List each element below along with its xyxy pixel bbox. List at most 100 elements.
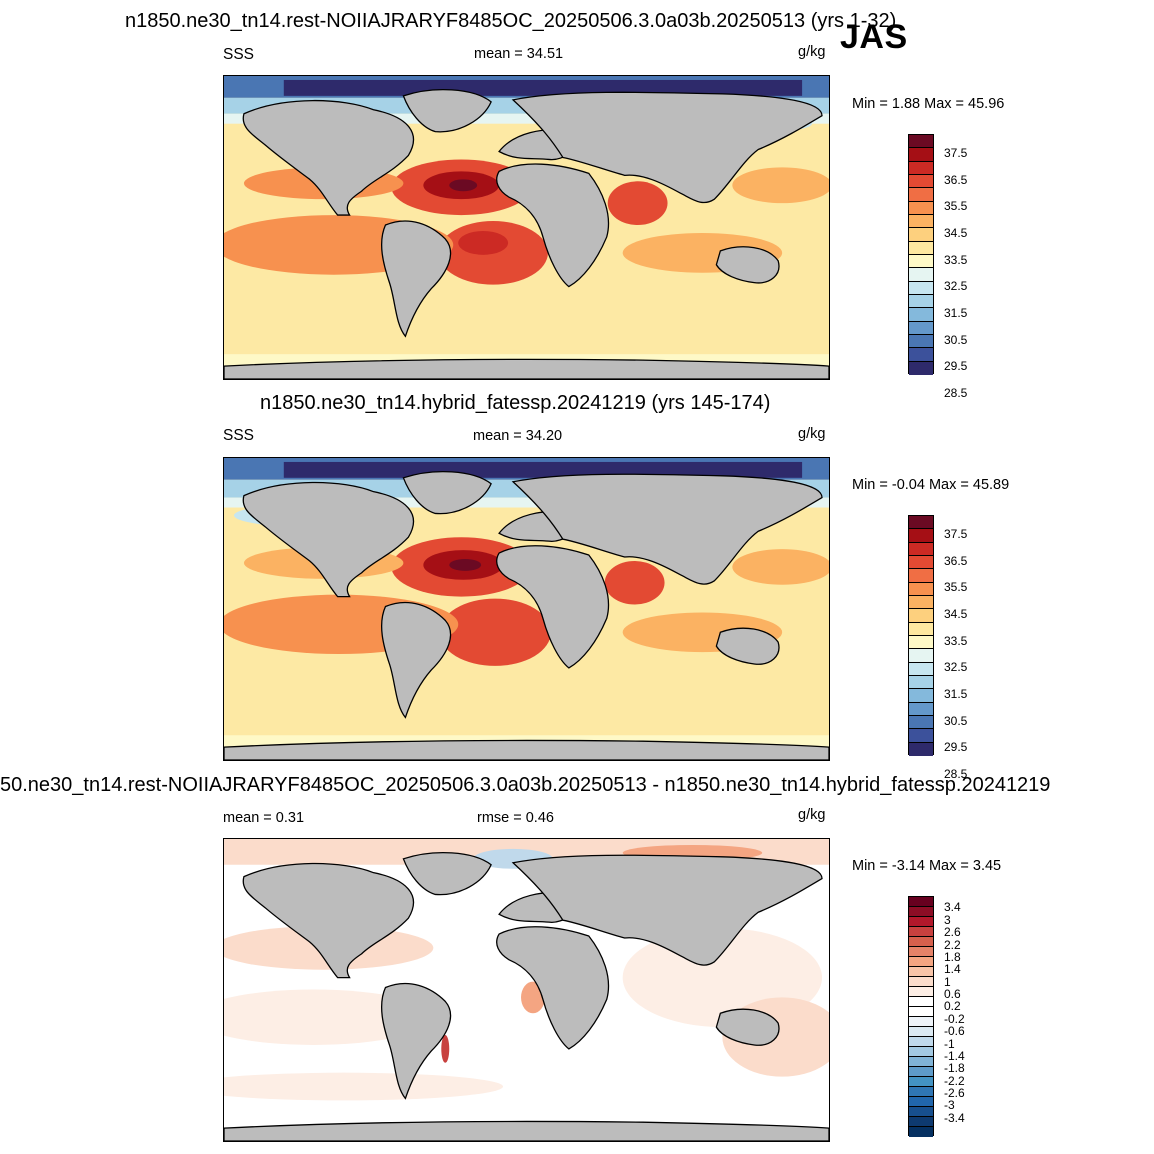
panel-2-minmax-label: Min = -0.04 Max = 45.89 [852, 477, 1010, 493]
colorbar-box [909, 1107, 933, 1117]
colorbar-tick-label: 33.5 [944, 252, 968, 267]
colorbar-box [909, 1087, 933, 1097]
colorbar-box [909, 569, 933, 583]
panel-1-colorbar [908, 134, 934, 375]
panel-1-units-label: g/kg [798, 44, 826, 60]
colorbar-box [909, 1047, 933, 1057]
colorbar-box [909, 228, 933, 242]
colorbar-box [909, 997, 933, 1007]
colorbar-box [909, 967, 933, 977]
colorbar-tick-label: 37.5 [944, 527, 968, 541]
colorbar-tick-label: 34.5 [944, 226, 968, 240]
panel-3-colorbar [908, 896, 934, 1137]
colorbar-tick-label: -0.2 [944, 1011, 965, 1026]
colorbar-box [909, 321, 933, 335]
colorbar-tick-label: 35.5 [944, 580, 968, 595]
colorbar-tick-label: 30.5 [944, 332, 968, 347]
colorbar-box [909, 957, 933, 967]
colorbar-tick-label: 33.5 [944, 633, 968, 648]
panel-1-mean-label: mean = 34.51 [474, 46, 564, 62]
colorbar-box [909, 595, 933, 610]
colorbar-tick-label: -2.6 [944, 1086, 965, 1101]
colorbar-box [909, 174, 933, 189]
colorbar-box [909, 622, 933, 636]
colorbar-box [909, 742, 933, 756]
colorbar-tick-label: 1 [944, 974, 951, 989]
colorbar-box [909, 188, 933, 202]
colorbar-box [909, 729, 933, 743]
colorbar-tick-label: -2.2 [944, 1073, 965, 1088]
colorbar-box [909, 715, 933, 730]
colorbar-box [909, 348, 933, 362]
panel-2-title: n1850.ne30_tn14.hybrid_fatessp.20241219 … [260, 392, 771, 414]
colorbar-tick-label: 3 [944, 912, 951, 927]
colorbar-box [909, 241, 933, 255]
colorbar-tick-label: 0.6 [944, 987, 961, 1002]
season-label: JAS [840, 18, 908, 56]
panel-1-title: n1850.ne30_tn14.rest-NOIIAJRARYF8485OC_2… [125, 10, 897, 32]
colorbar-box [909, 1097, 933, 1107]
colorbar-box [909, 1007, 933, 1017]
panel-3-units-label: g/kg [798, 807, 826, 823]
colorbar-tick-label: 32.5 [944, 279, 968, 294]
colorbar-tick-label: 37.5 [944, 146, 968, 160]
colorbar-box [909, 937, 933, 947]
colorbar-tick-label: -1.8 [944, 1061, 965, 1076]
panel-2-mean-label: mean = 34.20 [473, 428, 563, 444]
colorbar-tick-label: -3 [944, 1098, 955, 1113]
colorbar-box [909, 917, 933, 927]
colorbar-tick-label: 31.5 [944, 687, 968, 701]
colorbar-box [909, 582, 933, 596]
colorbar-box [909, 148, 933, 162]
colorbar-box [909, 135, 933, 149]
colorbar-box [909, 897, 933, 907]
colorbar-box [909, 662, 933, 676]
colorbar-tick-label: 1.8 [944, 949, 961, 964]
colorbar-box [909, 529, 933, 543]
colorbar-tick-label: 36.5 [944, 553, 968, 568]
colorbar-box [909, 1117, 933, 1127]
colorbar-box [909, 1027, 933, 1037]
panel-1-minmax-label: Min = 1.88 Max = 45.96 [852, 96, 1005, 112]
colorbar-box [909, 675, 933, 690]
colorbar-box [909, 649, 933, 663]
colorbar-box [909, 1057, 933, 1067]
colorbar-box [909, 609, 933, 623]
panel-2-map [223, 457, 830, 761]
colorbar-box [909, 334, 933, 349]
panel-1-map [223, 75, 830, 380]
panel-2-variable-label: SSS [223, 427, 255, 444]
colorbar-tick-label: 32.5 [944, 660, 968, 675]
colorbar-box [909, 635, 933, 650]
colorbar-box [909, 977, 933, 987]
panel-2-colorbar [908, 515, 934, 756]
colorbar-box [909, 308, 933, 322]
colorbar-tick-label: -0.6 [944, 1024, 965, 1039]
colorbar-box [909, 294, 933, 309]
colorbar-box [909, 516, 933, 530]
colorbar-tick-label: -1.4 [944, 1048, 965, 1063]
colorbar-tick-label: 3.4 [944, 900, 961, 915]
colorbar-box [909, 214, 933, 229]
colorbar-tick-label: 28.5 [944, 767, 968, 781]
colorbar-box [909, 542, 933, 556]
colorbar-box [909, 927, 933, 937]
colorbar-box [909, 1067, 933, 1077]
colorbar-box [909, 1037, 933, 1047]
colorbar-box [909, 907, 933, 917]
colorbar-tick-label: 2.2 [944, 937, 961, 952]
panel-3-mean-label: mean = 0.31 [223, 810, 305, 826]
colorbar-tick-label: 34.5 [944, 607, 968, 621]
colorbar-box [909, 361, 933, 375]
panel-3-map [223, 838, 830, 1142]
colorbar-tick-label: -3.4 [944, 1110, 965, 1125]
colorbar-box [909, 281, 933, 295]
colorbar-box [909, 201, 933, 215]
colorbar-tick-label: 0.2 [944, 999, 961, 1014]
colorbar-tick-label: 29.5 [944, 740, 968, 755]
colorbar-box [909, 1017, 933, 1027]
colorbar-box [909, 1077, 933, 1087]
panel-2-units-label: g/kg [798, 426, 826, 442]
colorbar-tick-label: 1.4 [944, 962, 961, 977]
panel-3-minmax-label: Min = -3.14 Max = 3.45 [852, 858, 1002, 874]
